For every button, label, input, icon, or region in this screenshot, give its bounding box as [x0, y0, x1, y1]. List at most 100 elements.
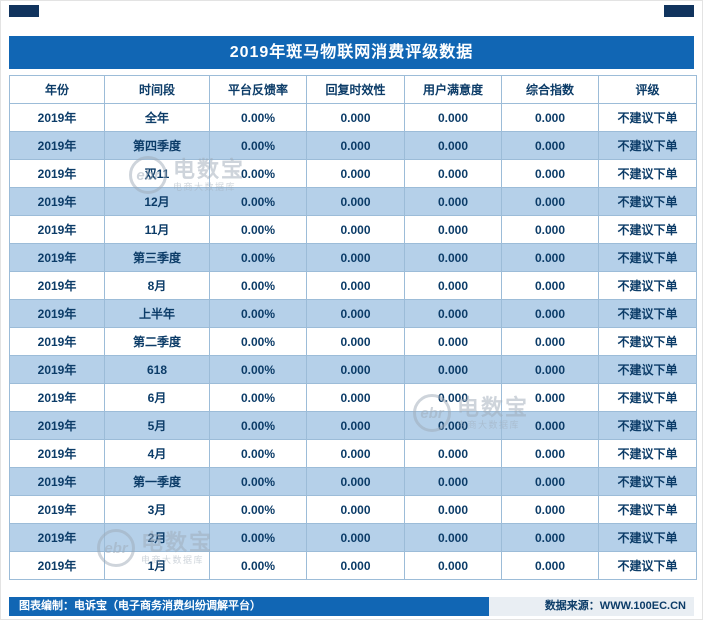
cell-composite-index: 0.000 [501, 271, 599, 300]
cell-reply-timeliness: 0.000 [306, 299, 405, 328]
cell-reply-timeliness: 0.000 [306, 103, 405, 132]
cell-satisfaction: 0.000 [404, 215, 502, 244]
cell-composite-index: 0.000 [501, 159, 599, 188]
cell-satisfaction: 0.000 [404, 355, 502, 384]
cell-composite-index: 0.000 [501, 551, 599, 580]
cell-reply-timeliness: 0.000 [306, 355, 405, 384]
cell-rating: 不建议下单 [598, 355, 697, 384]
cell-year: 2019年 [9, 131, 105, 160]
cell-composite-index: 0.000 [501, 383, 599, 412]
cell-rating: 不建议下单 [598, 131, 697, 160]
table-row: 2019年 618 0.00% 0.000 0.000 0.000 不建议下单 [9, 355, 697, 384]
cell-period: 上半年 [104, 299, 210, 328]
cell-feedback-rate: 0.00% [209, 131, 307, 160]
cell-satisfaction: 0.000 [404, 439, 502, 468]
cell-feedback-rate: 0.00% [209, 355, 307, 384]
cell-reply-timeliness: 0.000 [306, 215, 405, 244]
cell-rating: 不建议下单 [598, 439, 697, 468]
cell-period: 双11 [104, 159, 210, 188]
cell-rating: 不建议下单 [598, 383, 697, 412]
cell-feedback-rate: 0.00% [209, 271, 307, 300]
table-row: 2019年 12月 0.00% 0.000 0.000 0.000 不建议下单 [9, 187, 697, 216]
cell-satisfaction: 0.000 [404, 103, 502, 132]
cell-feedback-rate: 0.00% [209, 215, 307, 244]
cell-period: 8月 [104, 271, 210, 300]
cell-satisfaction: 0.000 [404, 495, 502, 524]
cell-composite-index: 0.000 [501, 187, 599, 216]
column-header-feedback-rate: 平台反馈率 [209, 75, 307, 104]
column-header-rating: 评级 [598, 75, 697, 104]
cell-year: 2019年 [9, 187, 105, 216]
cell-rating: 不建议下单 [598, 103, 697, 132]
cell-period: 618 [104, 355, 210, 384]
cell-year: 2019年 [9, 439, 105, 468]
cell-rating: 不建议下单 [598, 187, 697, 216]
cell-feedback-rate: 0.00% [209, 187, 307, 216]
cell-period: 12月 [104, 187, 210, 216]
cell-composite-index: 0.000 [501, 299, 599, 328]
cell-rating: 不建议下单 [598, 467, 697, 496]
cell-composite-index: 0.000 [501, 439, 599, 468]
table-row: 2019年 4月 0.00% 0.000 0.000 0.000 不建议下单 [9, 439, 697, 468]
table-row: 2019年 第四季度 0.00% 0.000 0.000 0.000 不建议下单 [9, 131, 697, 160]
cell-period: 3月 [104, 495, 210, 524]
column-header-satisfaction: 用户满意度 [404, 75, 502, 104]
cell-satisfaction: 0.000 [404, 159, 502, 188]
cell-reply-timeliness: 0.000 [306, 467, 405, 496]
cell-rating: 不建议下单 [598, 243, 697, 272]
cell-feedback-rate: 0.00% [209, 327, 307, 356]
cell-period: 4月 [104, 439, 210, 468]
table-header-row: 年份 时间段 平台反馈率 回复时效性 用户满意度 综合指数 评级 [9, 75, 697, 104]
column-header-period: 时间段 [104, 75, 210, 104]
cell-year: 2019年 [9, 355, 105, 384]
cell-year: 2019年 [9, 495, 105, 524]
footer-credit: 图表编制：电诉宝（电子商务消费纠纷调解平台） [9, 597, 489, 616]
cell-year: 2019年 [9, 159, 105, 188]
table-row: 2019年 5月 0.00% 0.000 0.000 0.000 不建议下单 [9, 411, 697, 440]
cell-period: 第二季度 [104, 327, 210, 356]
cell-period: 11月 [104, 215, 210, 244]
cell-satisfaction: 0.000 [404, 271, 502, 300]
cell-feedback-rate: 0.00% [209, 523, 307, 552]
cell-satisfaction: 0.000 [404, 411, 502, 440]
table-row: 2019年 1月 0.00% 0.000 0.000 0.000 不建议下单 [9, 551, 697, 580]
cell-year: 2019年 [9, 243, 105, 272]
table-row: 2019年 第三季度 0.00% 0.000 0.000 0.000 不建议下单 [9, 243, 697, 272]
cell-rating: 不建议下单 [598, 159, 697, 188]
cell-satisfaction: 0.000 [404, 523, 502, 552]
table-row: 2019年 上半年 0.00% 0.000 0.000 0.000 不建议下单 [9, 299, 697, 328]
cell-reply-timeliness: 0.000 [306, 187, 405, 216]
column-header-reply-timeliness: 回复时效性 [306, 75, 405, 104]
cell-reply-timeliness: 0.000 [306, 551, 405, 580]
table-row: 2019年 全年 0.00% 0.000 0.000 0.000 不建议下单 [9, 103, 697, 132]
column-header-year: 年份 [9, 75, 105, 104]
cell-year: 2019年 [9, 299, 105, 328]
cell-feedback-rate: 0.00% [209, 439, 307, 468]
cell-satisfaction: 0.000 [404, 327, 502, 356]
cell-composite-index: 0.000 [501, 411, 599, 440]
footer-data-source: 数据来源：WWW.100EC.CN [489, 597, 694, 616]
cell-year: 2019年 [9, 383, 105, 412]
cell-feedback-rate: 0.00% [209, 103, 307, 132]
top-left-corner-mark [9, 5, 39, 17]
cell-period: 第三季度 [104, 243, 210, 272]
cell-composite-index: 0.000 [501, 131, 599, 160]
cell-feedback-rate: 0.00% [209, 383, 307, 412]
cell-rating: 不建议下单 [598, 523, 697, 552]
cell-composite-index: 0.000 [501, 103, 599, 132]
cell-reply-timeliness: 0.000 [306, 411, 405, 440]
cell-composite-index: 0.000 [501, 243, 599, 272]
cell-rating: 不建议下单 [598, 271, 697, 300]
cell-period: 第一季度 [104, 467, 210, 496]
cell-reply-timeliness: 0.000 [306, 523, 405, 552]
cell-satisfaction: 0.000 [404, 299, 502, 328]
cell-composite-index: 0.000 [501, 327, 599, 356]
cell-year: 2019年 [9, 103, 105, 132]
cell-composite-index: 0.000 [501, 215, 599, 244]
cell-year: 2019年 [9, 215, 105, 244]
cell-reply-timeliness: 0.000 [306, 271, 405, 300]
cell-reply-timeliness: 0.000 [306, 439, 405, 468]
cell-period: 5月 [104, 411, 210, 440]
table-row: 2019年 6月 0.00% 0.000 0.000 0.000 不建议下单 [9, 383, 697, 412]
cell-feedback-rate: 0.00% [209, 159, 307, 188]
